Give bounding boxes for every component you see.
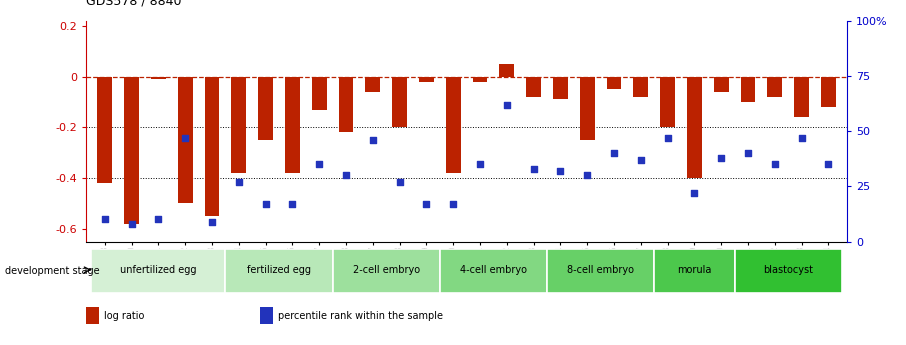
Bar [178,77,193,204]
Bar [446,77,460,173]
Point [499,102,514,107]
Text: development stage: development stage [5,266,99,276]
Bar [392,77,407,127]
Bar [473,77,487,82]
Bar [526,77,541,97]
Bar [124,77,139,224]
Text: 4-cell embryo: 4-cell embryo [460,265,527,275]
Point [178,135,192,140]
Point [526,166,541,171]
Point [473,161,487,167]
Bar [633,77,648,97]
Point [232,179,246,185]
Text: morula: morula [677,265,711,275]
Point [741,150,756,156]
Point [554,168,568,174]
Point [151,217,166,222]
Point [392,179,407,185]
Point [124,221,139,227]
Bar [151,77,166,79]
Bar [365,77,381,92]
Bar [258,77,273,140]
Bar [660,77,675,127]
Point [205,219,219,224]
Point [795,135,809,140]
Point [285,201,300,207]
FancyBboxPatch shape [654,249,735,293]
Bar [285,77,300,173]
Point [580,172,594,178]
Point [660,135,675,140]
Text: 8-cell embryo: 8-cell embryo [567,265,634,275]
Bar [607,77,622,89]
Point [607,150,622,156]
Point [767,161,782,167]
Bar [205,77,219,216]
Text: blastocyst: blastocyst [763,265,814,275]
Text: unfertilized egg: unfertilized egg [120,265,197,275]
Point [339,172,353,178]
Bar [740,77,756,102]
Bar [795,77,809,117]
FancyBboxPatch shape [226,249,333,293]
Point [365,137,380,143]
Bar [86,307,99,324]
Point [98,217,112,222]
Text: fertilized egg: fertilized egg [247,265,311,275]
Bar [419,77,434,82]
Text: percentile rank within the sample: percentile rank within the sample [278,311,443,321]
Bar [767,77,782,97]
Text: GDS578 / 8840: GDS578 / 8840 [86,0,181,8]
Bar [714,77,728,92]
Bar [821,77,835,107]
Bar [312,77,326,109]
FancyBboxPatch shape [547,249,654,293]
Point [419,201,434,207]
FancyBboxPatch shape [735,249,842,293]
Bar [580,77,594,140]
Point [258,201,273,207]
FancyBboxPatch shape [439,249,547,293]
Bar [98,77,112,183]
Point [687,190,701,196]
Bar [499,64,515,77]
FancyBboxPatch shape [333,249,439,293]
Point [714,155,728,160]
Text: 2-cell embryo: 2-cell embryo [352,265,419,275]
Bar [687,77,702,178]
Bar [553,77,568,99]
Bar [339,77,353,132]
Bar [231,77,246,173]
Point [446,201,460,207]
FancyBboxPatch shape [92,249,226,293]
Bar [261,307,273,324]
Text: log ratio: log ratio [103,311,144,321]
Point [821,161,835,167]
Point [633,157,648,162]
Point [312,161,326,167]
